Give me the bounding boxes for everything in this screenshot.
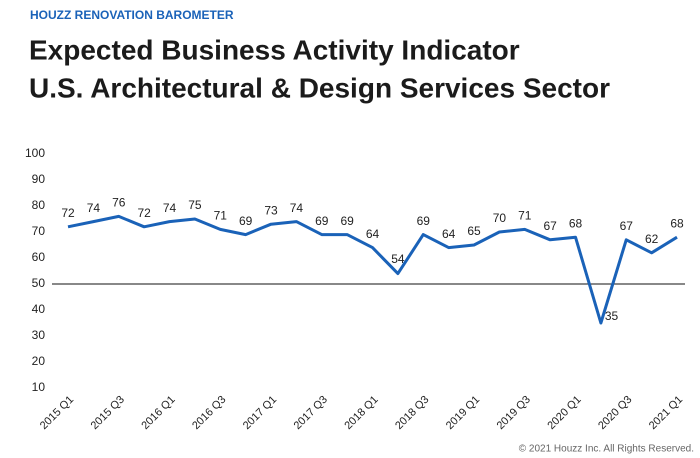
data-label: 68 [569, 216, 583, 230]
data-label: 74 [163, 201, 177, 215]
x-tick-label: 2018 Q3 [393, 394, 431, 432]
data-label: 72 [61, 206, 75, 220]
data-label: 74 [87, 201, 101, 215]
kicker: HOUZZ RENOVATION BAROMETER [30, 8, 234, 22]
x-tick-label: 2016 Q1 [139, 394, 177, 432]
data-label: 65 [467, 224, 481, 238]
data-label: 54 [391, 252, 405, 266]
x-tick-label: 2016 Q3 [190, 394, 228, 432]
data-label: 70 [493, 211, 507, 225]
data-label: 76 [112, 196, 126, 210]
data-label: 74 [290, 201, 304, 215]
x-tick-label: 2019 Q1 [444, 394, 482, 432]
data-label: 73 [264, 203, 278, 217]
data-label: 72 [137, 206, 151, 220]
y-tick-label: 70 [32, 224, 46, 238]
data-label: 69 [340, 214, 354, 228]
x-tick-label: 2017 Q1 [241, 394, 279, 432]
x-tick-label: 2015 Q3 [89, 394, 127, 432]
y-tick-label: 20 [32, 354, 46, 368]
data-label: 69 [239, 214, 253, 228]
x-tick-label: 2021 Q1 [647, 394, 685, 432]
x-tick-label: 2019 Q3 [495, 394, 533, 432]
y-tick-label: 40 [32, 302, 46, 316]
data-label: 35 [605, 309, 619, 323]
data-label: 71 [518, 209, 532, 223]
data-label: 62 [645, 232, 659, 246]
data-label: 67 [543, 219, 557, 233]
data-label: 71 [214, 209, 228, 223]
chart-title: U.S. Architectural & Design Services Sec… [29, 72, 610, 103]
copyright: © 2021 Houzz Inc. All Rights Reserved. [519, 444, 694, 455]
x-tick-label: 2020 Q1 [545, 394, 583, 432]
x-tick-label: 2020 Q3 [596, 394, 634, 432]
y-tick-label: 100 [25, 146, 45, 160]
series-line [67, 214, 678, 325]
y-tick-label: 10 [32, 380, 46, 394]
y-tick-label: 50 [32, 276, 46, 290]
y-tick-label: 30 [32, 328, 46, 342]
data-label: 64 [366, 227, 380, 241]
data-label: 69 [315, 214, 329, 228]
data-label: 68 [670, 216, 684, 230]
x-tick-label: 2017 Q3 [292, 394, 330, 432]
y-tick-label: 60 [32, 250, 46, 264]
chart-title: Expected Business Activity Indicator [29, 34, 520, 65]
data-label: 67 [620, 219, 634, 233]
x-tick-label: 2015 Q1 [38, 394, 76, 432]
y-tick-label: 80 [32, 198, 46, 212]
data-label: 75 [188, 198, 202, 212]
x-tick-label: 2018 Q1 [342, 394, 380, 432]
y-tick-label: 90 [32, 172, 46, 186]
data-label: 69 [417, 214, 431, 228]
data-label: 64 [442, 227, 456, 241]
